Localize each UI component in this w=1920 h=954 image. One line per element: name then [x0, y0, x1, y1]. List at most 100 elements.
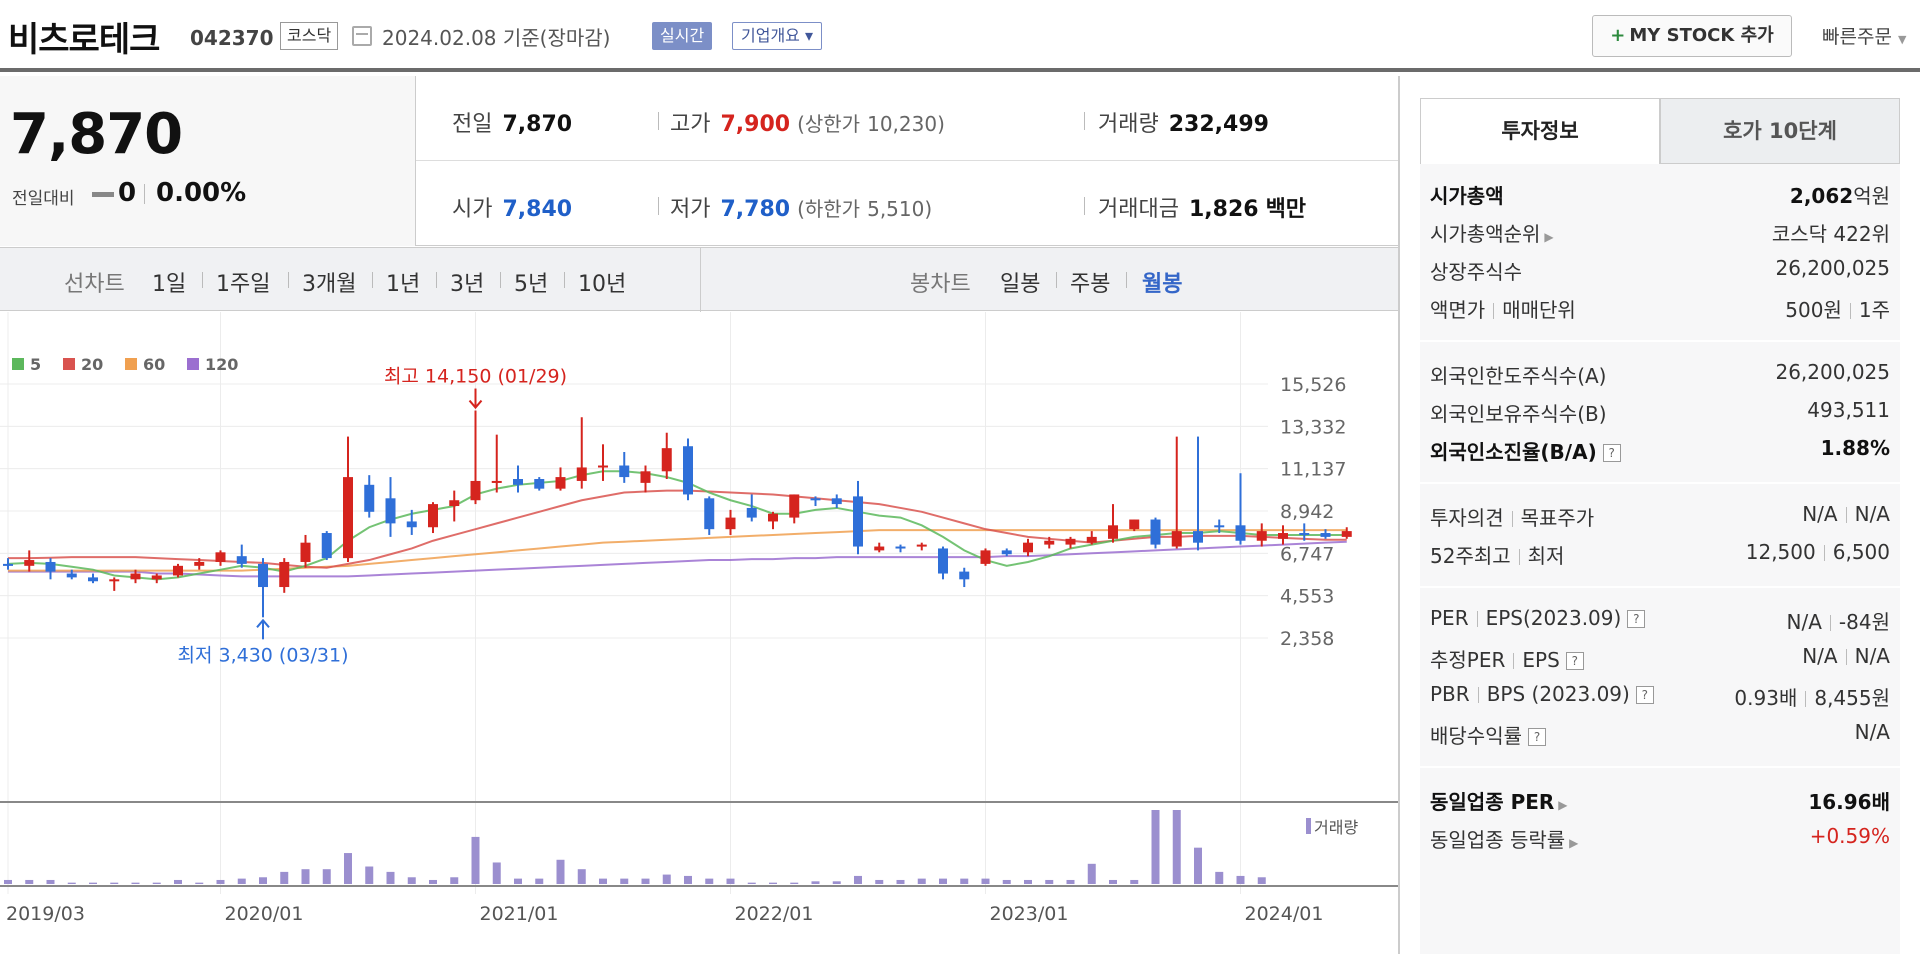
candle-body: [874, 546, 885, 551]
open-price: 시가 7,840: [452, 191, 572, 223]
period-1w[interactable]: 1주일: [216, 272, 271, 297]
upper-limit-value: 10,230: [867, 112, 938, 136]
volume-bar: [280, 871, 289, 884]
opinion-row: 투자의견 목표주가 N/A N/A: [1430, 502, 1890, 532]
chevron-right-icon: ▶: [1569, 836, 1579, 850]
divider: [1805, 691, 1807, 707]
volume-bar: [25, 879, 34, 884]
tab-investment-info[interactable]: 투자정보: [1420, 98, 1660, 164]
volume-bar: [450, 877, 459, 884]
par-value-label: 액면가: [1430, 298, 1486, 322]
help-icon[interactable]: ?: [1602, 444, 1621, 462]
candle-body: [661, 448, 672, 472]
company-overview-label: 기업개요: [741, 26, 800, 45]
candle-daily[interactable]: 일봉: [1000, 272, 1041, 297]
add-my-stock-button[interactable]: + MY STOCK 추가: [1592, 15, 1792, 57]
volume-bar: [174, 879, 182, 884]
candle-body: [173, 565, 183, 576]
lower-limit-close: ): [924, 197, 933, 221]
volume-bar: [875, 879, 884, 884]
volume-bar: [1215, 871, 1224, 884]
period-5y[interactable]: 5년: [514, 272, 549, 297]
volume-bar: [577, 869, 586, 884]
period-3m[interactable]: 3개월: [302, 272, 357, 297]
price-chart[interactable]: 15,526 13,332 11,137 8,942 6,747 4,553 2,358 20…: [0, 312, 1398, 954]
candle-body: [916, 544, 927, 547]
per-row: PER EPS(2023.09)? N/A -84원: [1430, 606, 1890, 636]
candle-body: [1278, 533, 1288, 539]
est-per-label: 추정PER: [1430, 648, 1506, 672]
volume-bar: [259, 877, 267, 884]
summary-row-2: 시가 7,840 저가 7,780 (하한가 5,510) 거래대금 1,826 백만: [416, 161, 1398, 246]
volume-bar: [301, 869, 310, 884]
volume-bar: [599, 878, 607, 884]
period-1y[interactable]: 1년: [386, 272, 421, 297]
volume-bar: [514, 878, 522, 884]
trade-unit-label: 매매단위: [1502, 298, 1576, 322]
sector-change-row[interactable]: 동일업종 등락률 ▶ +0.59%: [1430, 824, 1890, 854]
opinion-value: N/A: [1802, 502, 1838, 526]
realtime-button[interactable]: 실시간: [652, 22, 713, 50]
candle-body: [343, 477, 353, 559]
week52-low-value: 6,500: [1832, 540, 1890, 564]
sector-per-row[interactable]: 동일업종 PER ▶ 16.96배: [1430, 786, 1890, 816]
period-3y[interactable]: 3년: [450, 272, 485, 297]
help-icon[interactable]: ?: [1528, 728, 1546, 746]
market-cap-rank-row[interactable]: 시가총액순위 ▶ 코스닥 422위: [1430, 218, 1890, 248]
candle-body: [470, 480, 481, 501]
volume-bar: [917, 878, 926, 884]
volume-bar: [960, 878, 969, 884]
help-icon[interactable]: ?: [1627, 610, 1646, 628]
tab-order-book[interactable]: 호가 10단계: [1660, 98, 1900, 164]
foreign-rate-value: 1.88%: [1820, 436, 1890, 460]
volume-bar: [46, 879, 55, 884]
candle-body: [1086, 536, 1097, 543]
volume-bar: [1236, 875, 1245, 884]
dividend-row: 배당수익률? N/A: [1430, 720, 1890, 750]
help-icon[interactable]: ?: [1565, 652, 1584, 670]
volume-bar: [769, 882, 777, 884]
change-rate: 0.00%: [156, 178, 247, 208]
sector-change-label: 동일업종 등락률: [1430, 828, 1566, 852]
divider: [658, 112, 659, 130]
sector-change-value: +0.59%: [1809, 824, 1890, 848]
high-annotation: 최고 14,150 (01/29): [384, 366, 567, 388]
high-label: 고가: [670, 112, 711, 137]
divider: [1493, 303, 1495, 319]
candle-body: [88, 577, 98, 582]
candle-monthly[interactable]: 월봉: [1142, 272, 1183, 297]
volume-bar: [1045, 879, 1054, 884]
trade-unit-value: 1주: [1858, 298, 1890, 322]
y-tick-label: 2,358: [1280, 628, 1334, 650]
help-icon[interactable]: ?: [1635, 686, 1654, 704]
volume-bar: [1087, 863, 1096, 884]
divider: [500, 272, 501, 288]
candle-weekly[interactable]: 주봉: [1070, 272, 1111, 297]
candle-body: [1023, 542, 1033, 553]
trade-amount: 거래대금 1,826 백만: [1098, 191, 1306, 223]
legend-label: 60: [143, 355, 165, 374]
volume-legend-label: 거래량: [1314, 818, 1358, 837]
candle-body: [725, 517, 736, 530]
eps-label: EPS(2023.09): [1485, 606, 1622, 630]
volume-legend-swatch: [1306, 818, 1311, 834]
target-price-value: N/A: [1854, 502, 1890, 526]
candle-body: [385, 498, 396, 524]
period-10y[interactable]: 10년: [578, 272, 627, 297]
legend-swatch: [12, 358, 24, 370]
market-badge: 코스닥: [280, 22, 339, 50]
est-per-value: N/A: [1802, 644, 1838, 668]
company-overview-button[interactable]: 기업개요 ▾: [732, 22, 823, 50]
quick-order-menu[interactable]: 빠른주문 ▼: [1822, 22, 1906, 49]
period-1d[interactable]: 1일: [152, 272, 187, 297]
candle-body: [1235, 525, 1246, 541]
divider: [288, 272, 289, 288]
plus-icon: +: [1610, 25, 1626, 46]
candle-body: [1065, 538, 1076, 545]
divider: [1829, 615, 1831, 631]
market-cap-row: 시가총액 2,062억원: [1430, 180, 1890, 210]
divider: [372, 272, 373, 288]
foreign-limit-value: 26,200,025: [1775, 360, 1890, 384]
candle-body: [215, 552, 226, 562]
candle-body: [576, 467, 587, 481]
